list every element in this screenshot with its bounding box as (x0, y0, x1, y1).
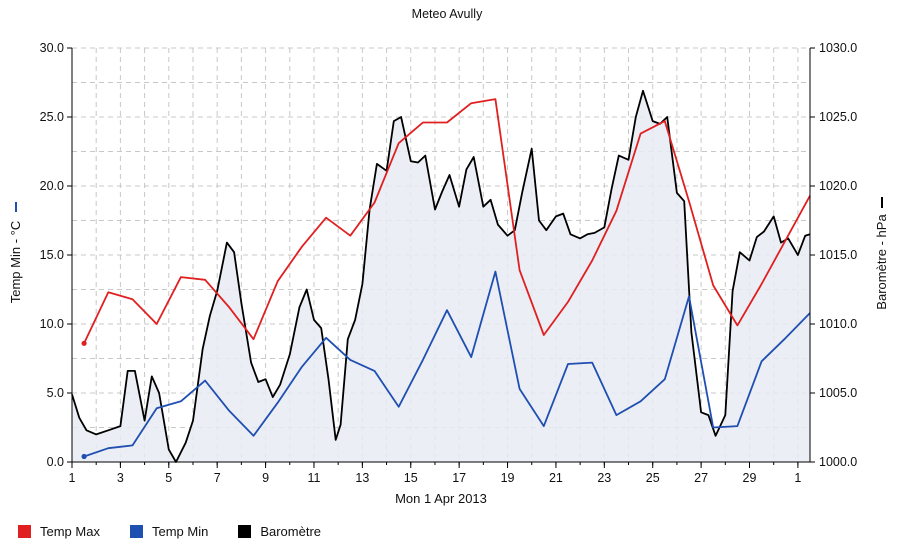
series-start-point-temp-min (81, 453, 87, 460)
y-right-tick-label: 1015.0 (819, 248, 857, 262)
x-tick-label: 21 (549, 471, 563, 485)
x-tick-label: 17 (452, 471, 466, 485)
x-tick-label: 27 (694, 471, 708, 485)
x-tick-label: 19 (501, 471, 515, 485)
x-tick-label: 1 (794, 471, 801, 485)
legend-item-barometre: Baromètre (238, 524, 321, 539)
y-left-tick-label: 10.0 (40, 317, 64, 331)
y-left-tick-label: 5.0 (47, 386, 64, 400)
y-left-tick-label: 30.0 (40, 41, 64, 55)
series-start-point-temp-max (81, 340, 87, 346)
legend-swatch-temp-min (129, 525, 143, 538)
y-left-tick-label: 0.0 (47, 455, 64, 469)
x-tick-label: 29 (743, 471, 757, 485)
tick-labels: 0.0 5.0 10.0 15.0 20.0 25.0 30.0 1000.0 1005.0 10… (40, 41, 858, 485)
legend-label-barometre: Baromètre (260, 524, 322, 539)
y-right-tick-label: 1010.0 (819, 317, 857, 331)
x-tick-label: 7 (214, 471, 221, 485)
legend-swatch-temp-max (18, 525, 31, 538)
x-tick-label: 9 (262, 471, 269, 485)
x-tick-label: 25 (646, 471, 660, 485)
y-right-axis-title: Baromètre - hPa (874, 214, 889, 310)
y-right-tick-label: 1025.0 (819, 110, 857, 124)
y-right-tick-label: 1000.0 (819, 455, 857, 469)
x-tick-label: 5 (165, 471, 172, 485)
y-right-tick-label: 1030.0 (819, 41, 857, 55)
legend-label-temp-max: Temp Max (40, 524, 100, 539)
legend-item-temp-max: Temp Max (18, 524, 100, 539)
y-left-tick-label: 25.0 (40, 110, 64, 124)
x-tick-label: 3 (117, 471, 124, 485)
legend-swatch-barometre (238, 525, 252, 538)
y-right-tick-label: 1005.0 (819, 386, 857, 400)
x-tick-label: 13 (355, 471, 369, 485)
legend-label-temp-min: Temp Min (151, 524, 209, 539)
series-lines (71, 89, 811, 463)
x-tick-label: 1 (69, 471, 76, 485)
series-line-temp-min (83, 270, 811, 458)
x-tick-label: 11 (307, 471, 320, 485)
x-tick-label: 23 (597, 471, 611, 485)
legend: Temp Max Temp Min Baromètre (18, 524, 321, 539)
series-line-temp-max (83, 98, 811, 344)
legend-item-temp-min: Temp Min (129, 524, 209, 539)
y-left-axis-title: Temp Min - °C (8, 221, 23, 304)
y-left-tick-label: 15.0 (40, 248, 64, 262)
chart-title: Meteo Avully (412, 7, 483, 21)
series-line-barom-tre (71, 89, 811, 463)
y-right-tick-label: 1020.0 (819, 179, 857, 193)
x-axis-title: Mon 1 Apr 2013 (395, 491, 487, 506)
x-tick-label: 15 (404, 471, 418, 485)
axes (67, 47, 815, 468)
y-left-tick-label: 20.0 (40, 179, 64, 193)
